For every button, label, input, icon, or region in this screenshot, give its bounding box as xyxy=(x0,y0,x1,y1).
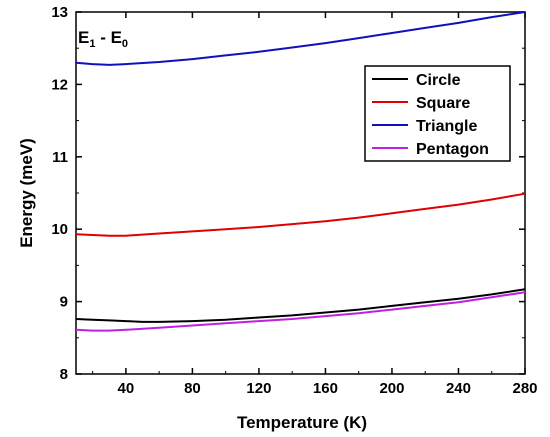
x-tick-label: 240 xyxy=(446,380,471,397)
legend-box xyxy=(364,65,511,162)
x-tick-label: 160 xyxy=(313,380,338,397)
series-line-circle xyxy=(75,288,526,323)
annotation-subscript: 1 xyxy=(89,38,95,50)
series-line-pentagon xyxy=(75,291,526,332)
x-axis-label: Temperature (K) xyxy=(237,413,367,432)
x-tick-label: 280 xyxy=(512,380,537,397)
y-tick-label: 12 xyxy=(51,76,68,93)
x-tick-label: 200 xyxy=(379,380,404,397)
y-tick-label: 9 xyxy=(60,294,68,311)
legend-label-circle: Circle xyxy=(416,72,461,89)
x-tick-label: 80 xyxy=(184,380,201,397)
series-layer xyxy=(75,11,526,332)
legend-label-triangle: Triangle xyxy=(416,118,477,135)
series-line-square xyxy=(75,192,526,237)
legend: Circle Square Triangle Pentagon xyxy=(364,65,511,162)
annotation-text: - E xyxy=(95,28,121,47)
y-tick-label: 13 xyxy=(51,4,68,21)
legend-label-pentagon: Pentagon xyxy=(416,141,489,158)
y-tick-label: 10 xyxy=(51,221,68,238)
y-tick-label: 11 xyxy=(52,149,68,166)
x-tick-label: 120 xyxy=(246,380,271,397)
y-axis-label: Energy (meV) xyxy=(17,138,36,248)
chart-annotation: E1 - E0 xyxy=(78,28,128,50)
annotation-subscript: 0 xyxy=(122,38,128,50)
annotation-text: E xyxy=(78,28,89,47)
series-line-triangle xyxy=(75,11,526,66)
y-tick-label: 8 xyxy=(60,366,68,383)
legend-label-square: Square xyxy=(416,95,470,112)
x-tick-label: 40 xyxy=(118,380,135,397)
